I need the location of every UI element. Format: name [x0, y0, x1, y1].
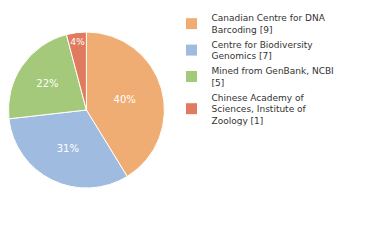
svg-text:Centre for BiodiversityGenomic: Centre for BiodiversityGenomics [7]	[212, 40, 314, 62]
svg-text:4%: 4%	[70, 36, 85, 47]
svg-text:40%: 40%	[114, 94, 136, 105]
svg-text:Mined from GenBank, NCBI[5]: Mined from GenBank, NCBI[5]	[212, 66, 334, 88]
svg-text:31%: 31%	[57, 143, 79, 154]
svg-text:Chinese Academy ofSciences, In: Chinese Academy ofSciences, Institute of…	[212, 93, 307, 126]
svg-text:22%: 22%	[36, 78, 58, 89]
svg-text:Canadian Centre for DNABarcodi: Canadian Centre for DNABarcoding [9]	[212, 13, 326, 35]
